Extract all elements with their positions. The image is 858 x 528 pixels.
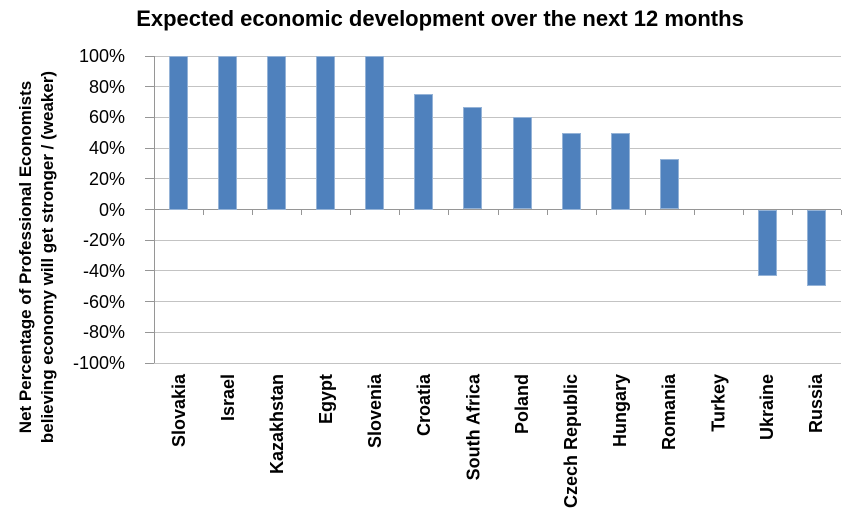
x-category-label-slovenia: Slovenia — [364, 374, 385, 449]
x-axis-tick — [841, 209, 842, 215]
x-axis-tick — [252, 209, 254, 215]
x-axis-tick — [203, 209, 205, 215]
bar-russia — [806, 209, 826, 287]
bar-croatia — [414, 94, 434, 210]
y-axis-tick — [145, 239, 154, 241]
y-axis-title: Net Percentage of Professional Economist… — [15, 47, 59, 467]
x-axis-tick — [154, 209, 155, 215]
x-axis-tick — [693, 209, 695, 215]
y-tick-label: 0% — [98, 199, 125, 220]
y-axis-tick — [145, 178, 154, 180]
y-axis-tick — [145, 86, 154, 88]
y-tick-label: 20% — [88, 168, 125, 189]
x-category-label-south-africa: South Africa — [462, 374, 483, 481]
gridline — [154, 239, 841, 241]
x-axis-tick — [595, 209, 597, 215]
y-axis-tick — [145, 55, 154, 57]
x-axis-tick — [448, 209, 450, 215]
bar-israel — [218, 56, 238, 210]
x-category-label-poland: Poland — [512, 374, 533, 435]
y-tick-label: -100% — [72, 353, 125, 373]
x-axis-tick — [791, 209, 793, 215]
x-category-label-israel: Israel — [217, 374, 238, 422]
gridline — [154, 86, 841, 88]
y-tick-label: 60% — [88, 107, 125, 128]
x-category-label-slovakia: Slovakia — [168, 374, 189, 448]
y-axis-tick — [145, 209, 154, 210]
y-tick-label: -60% — [82, 291, 125, 312]
x-category-label-kazakhstan: Kazakhstan — [266, 374, 287, 475]
x-category-label-russia: Russia — [806, 374, 827, 434]
gridline — [154, 147, 841, 149]
gridline — [154, 301, 841, 303]
bar-south-africa — [463, 106, 483, 210]
bar-poland — [512, 117, 532, 210]
y-tick-label: 100% — [78, 46, 125, 66]
x-axis-tick — [644, 209, 646, 215]
gridline — [154, 362, 841, 364]
x-category-label-egypt: Egypt — [315, 374, 336, 425]
gridline — [154, 178, 841, 180]
y-axis-title-line2: believing economy will get stronger / (w… — [38, 70, 57, 444]
gridline — [154, 270, 841, 272]
x-category-label-czech-republic: Czech Republic — [561, 374, 582, 509]
y-axis-tick — [145, 147, 154, 149]
x-category-label-ukraine: Ukraine — [757, 374, 778, 441]
bar-kazakhstan — [267, 56, 287, 210]
x-category-label-romania: Romania — [659, 374, 680, 451]
bar-slovakia — [169, 56, 189, 210]
bar-egypt — [316, 56, 336, 210]
y-axis-tick — [145, 270, 154, 272]
bar-ukraine — [757, 209, 777, 276]
bar-slovenia — [365, 56, 385, 210]
x-axis-tick — [497, 209, 499, 215]
x-axis-tick — [742, 209, 744, 215]
y-axis-tick — [145, 116, 154, 118]
bar-czech-republic — [561, 132, 581, 210]
x-category-label-turkey: Turkey — [708, 374, 729, 432]
bar-hungary — [610, 132, 630, 210]
x-category-label-croatia: Croatia — [413, 374, 434, 437]
chart-title: Expected economic development over the n… — [136, 6, 744, 31]
y-tick-label: -40% — [82, 260, 125, 281]
y-axis-tick — [145, 331, 154, 333]
y-axis-title-line1: Net Percentage of Professional Economist… — [16, 80, 35, 434]
x-axis-tick — [350, 209, 352, 215]
gridline — [154, 331, 841, 333]
x-axis-tick — [399, 209, 401, 215]
x-axis-tick — [546, 209, 548, 215]
x-category-label-hungary: Hungary — [610, 374, 631, 448]
y-tick-label: 40% — [88, 138, 125, 159]
gridline — [154, 55, 841, 57]
y-tick-label: 80% — [88, 76, 125, 97]
y-tick-label: -80% — [82, 322, 125, 343]
y-axis-tick — [145, 362, 154, 364]
bar-romania — [659, 158, 679, 210]
y-tick-label: -20% — [82, 230, 125, 251]
gridline — [154, 116, 841, 118]
x-axis-tick — [301, 209, 303, 215]
y-axis-tick — [145, 301, 154, 303]
